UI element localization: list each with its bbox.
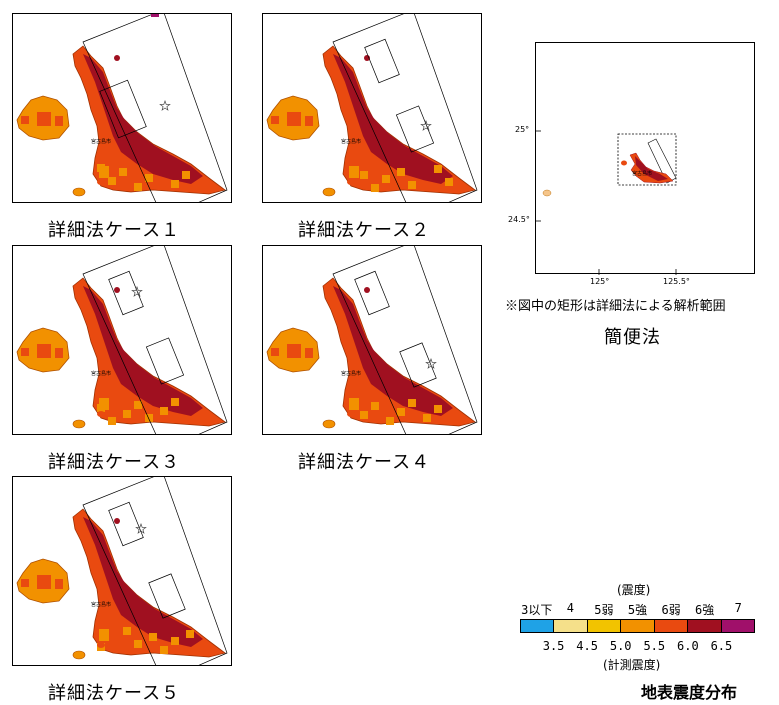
map-panel-case3: 宮古島市 <box>12 245 232 435</box>
map-panel-case5: 宮古島市 <box>12 476 232 666</box>
legend-class-label: 6弱 <box>661 603 681 617</box>
map-panel-case2: 宮古島市 <box>262 13 482 203</box>
city-label: 宮古島市 <box>341 139 362 145</box>
overview-note: ※図中の矩形は詳細法による解析範囲 <box>505 299 726 314</box>
legend-swatch <box>653 620 688 632</box>
panel-caption-case2: 詳細法ケース２ <box>298 220 431 241</box>
city-label: 宮古島市 <box>341 371 362 377</box>
legend-class-label: 6強 <box>695 603 715 617</box>
legend-boundary-label: 3.5 <box>542 639 565 653</box>
legend-class-label: 5強 <box>627 603 648 617</box>
legend-boundary-label: 6.5 <box>710 639 733 653</box>
panel-caption-case4: 詳細法ケース４ <box>298 452 431 473</box>
legend-class-label: 7 <box>734 601 742 615</box>
panel-caption-case3: 詳細法ケース３ <box>48 452 181 473</box>
legend-boundary-label: 4.5 <box>576 639 598 653</box>
legend-top-title: (震度) <box>617 583 651 597</box>
legend-color-bar <box>520 619 755 633</box>
city-label: 宮古島市 <box>91 371 112 377</box>
legend-swatch <box>521 620 554 632</box>
overview-lon-125-5: 125.5° <box>663 277 690 286</box>
legend-class-label: 5弱 <box>594 603 614 617</box>
legend-boundary-label: 6.0 <box>677 639 699 653</box>
map-panel-case1: 宮古島市 <box>12 13 232 203</box>
legend-swatch <box>720 620 754 632</box>
legend-title: 地表震度分布 <box>641 683 738 702</box>
legend-swatch <box>620 620 654 632</box>
panel-caption-case5: 詳細法ケース５ <box>48 683 181 704</box>
legend-bottom-title: (計測震度) <box>603 658 661 672</box>
legend-swatch <box>687 620 721 632</box>
overview-city-label: 宮古島市 <box>632 171 653 177</box>
legend-swatch <box>586 620 621 632</box>
overview-lat-25: 25° <box>515 125 530 134</box>
legend-boundary-label: 5.5 <box>643 639 666 653</box>
legend-swatch <box>553 620 587 632</box>
map-panel-case4: 宮古島市 <box>262 245 482 435</box>
panel-caption-case1: 詳細法ケース１ <box>48 220 181 241</box>
city-label: 宮古島市 <box>91 602 112 608</box>
overview-lat-24-5: 24.5° <box>508 215 530 224</box>
legend-boundary-label: 5.0 <box>609 639 632 653</box>
overview-map: 宮古島市 <box>535 42 755 275</box>
legend-class-label: 3以下 <box>521 603 553 617</box>
overview-lon-125: 125° <box>590 277 610 286</box>
overview-caption: 簡便法 <box>604 327 661 348</box>
legend-class-label: 4 <box>566 601 574 615</box>
city-label: 宮古島市 <box>91 139 112 145</box>
